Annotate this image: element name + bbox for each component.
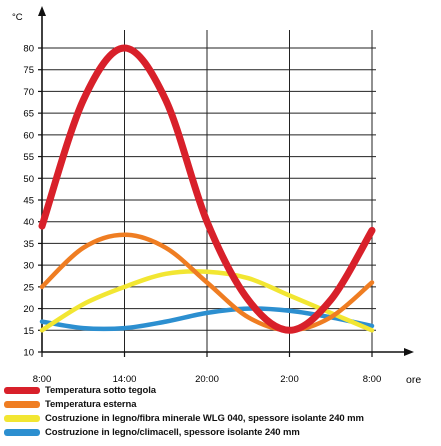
legend-label: Temperatura esterna	[45, 398, 137, 410]
legend-label: Costruzione in legno/climacell, spessore…	[45, 426, 300, 438]
y-axis-arrow	[38, 6, 46, 16]
legend-swatch	[4, 386, 40, 394]
series-line-2	[39, 232, 375, 333]
y-tick-label: 20	[23, 304, 34, 315]
y-tick-label: 30	[23, 261, 34, 272]
legend-swatch	[4, 400, 40, 408]
y-tick-label: 35	[23, 239, 34, 250]
y-tick-label: 25	[23, 282, 34, 293]
x-unit-label: ore	[406, 374, 421, 385]
axes	[38, 6, 414, 356]
y-tick-label: 45	[23, 196, 34, 207]
legend-swatch	[4, 428, 40, 436]
legend-item: Temperatura sotto tegola	[4, 383, 441, 397]
legend-item: Costruzione in legno/climacell, spessore…	[4, 425, 441, 439]
tick-labels: 10 15 20 25 30 35 40 45 50 55 60 65 70 75 80 8:00 14:00 2…	[23, 44, 381, 386]
legend-label: Temperatura sotto tegola	[45, 384, 156, 396]
y-tick-label: 65	[23, 109, 34, 120]
legend-item: Temperatura esterna	[4, 397, 441, 411]
x-tick-label: 14:00	[113, 374, 137, 385]
y-tick-label: 70	[23, 87, 34, 98]
series-group	[38, 44, 376, 334]
y-tick-label: 55	[23, 152, 34, 163]
x-tick-label: 2:00	[280, 374, 299, 385]
y-unit-label: °C	[12, 12, 23, 23]
chart: 10 15 20 25 30 35 40 45 50 55 60 65 70 75 80 8:00 14:00 2…	[12, 6, 421, 386]
y-tick-label: 10	[23, 348, 34, 359]
x-tick-label: 8:00	[363, 374, 382, 385]
y-tick-label: 75	[23, 65, 34, 76]
x-axis-arrow	[404, 348, 414, 356]
y-tick-label: 15	[23, 326, 34, 337]
series-line-3	[39, 269, 375, 333]
legend-swatch	[4, 414, 40, 422]
legend: Temperatura sotto tegola Temperatura este…	[4, 383, 441, 439]
y-tick-label: 40	[23, 217, 34, 228]
x-tick-label: 8:00	[33, 374, 52, 385]
y-tick-label: 60	[23, 130, 34, 141]
x-tick-label: 20:00	[195, 374, 219, 385]
y-tick-label: 50	[23, 174, 34, 185]
legend-item: Costruzione in legno/fibra minerale WLG …	[4, 411, 441, 425]
y-tick-label: 80	[23, 44, 34, 55]
series-line-1	[38, 44, 376, 334]
legend-label: Costruzione in legno/fibra minerale WLG …	[45, 412, 364, 424]
